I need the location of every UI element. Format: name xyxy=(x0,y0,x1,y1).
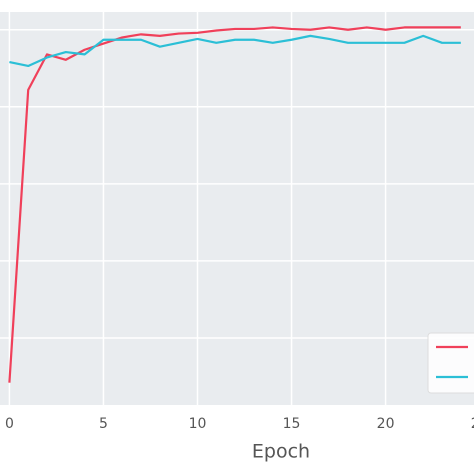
legend xyxy=(427,332,474,394)
legend-box xyxy=(427,332,474,394)
x-tick-label: 15 xyxy=(283,416,301,432)
x-tick-label: 10 xyxy=(189,416,207,432)
series-line xyxy=(8,26,461,383)
x-tick-label: 0 xyxy=(5,416,14,432)
x-axis-label: Epoch xyxy=(252,441,310,463)
series-line xyxy=(9,34,461,68)
lines xyxy=(8,26,461,383)
labels: 0 5 10 15 20 25 xyxy=(5,416,474,432)
x-tick-label: 25 xyxy=(471,416,474,432)
x-tick-label: 20 xyxy=(377,416,395,432)
plot-background xyxy=(0,12,474,405)
x-tick-label: 5 xyxy=(99,416,108,432)
